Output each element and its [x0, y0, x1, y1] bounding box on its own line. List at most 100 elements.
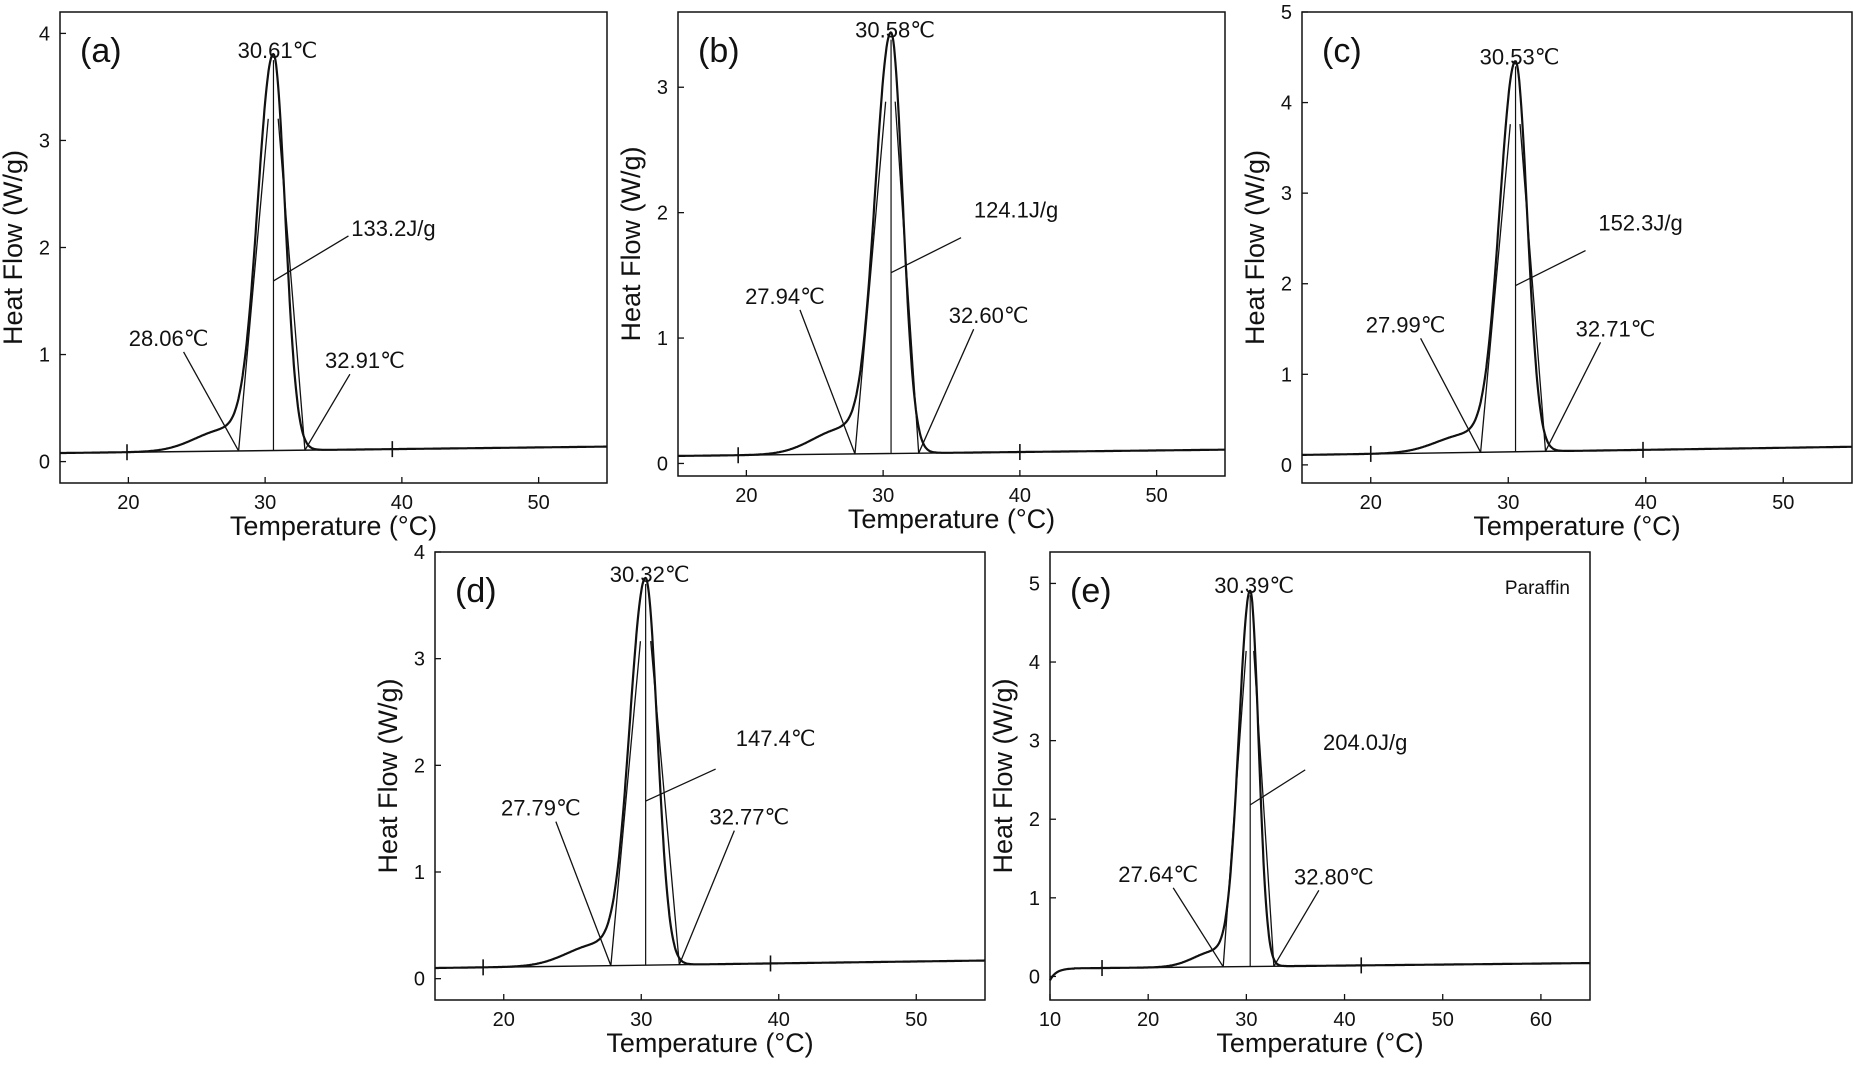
- y-tick-label: 2: [414, 755, 425, 777]
- y-tick-label: 3: [1281, 183, 1292, 205]
- chart-panel-e: 10 20 30 40 50 60 0 1 2 3 4 5 Temperature (°C) Heat F…: [988, 551, 1591, 1058]
- y-tick-label: 0: [1029, 966, 1040, 988]
- endset-tangent: [277, 118, 306, 451]
- y-tick-label: 1: [657, 328, 668, 350]
- y-tick-label: 4: [414, 542, 425, 564]
- plot-frame: [1049, 551, 1591, 1001]
- x-tick-label: 20: [117, 492, 139, 514]
- y-tick-label: 5: [1281, 2, 1292, 24]
- chart-panel-c: 20 30 40 50 0 1 2 3 4 5 Temperature (°C) Heat Flow …: [1240, 2, 1853, 541]
- endset-tangent: [1519, 124, 1547, 452]
- onset-leader-line: [1420, 337, 1482, 453]
- plot-frame: [677, 11, 1226, 477]
- x-axis-title: Temperature (°C): [606, 1028, 813, 1058]
- endset-leader-line: [1544, 342, 1602, 452]
- onset-tangent: [1222, 650, 1247, 967]
- x-tick-label: 50: [905, 1009, 927, 1031]
- x-tick-label: 20: [735, 485, 757, 507]
- integration-baseline: [483, 962, 771, 969]
- enthalpy-leader-line: [645, 768, 716, 802]
- x-tick-label: 30: [1497, 492, 1519, 514]
- endset-leader-line: [918, 328, 975, 454]
- endset-temperature-label: 32.91℃: [325, 348, 405, 373]
- y-tick-label: 0: [1281, 455, 1292, 477]
- x-tick-label: 40: [1333, 1009, 1355, 1031]
- y-tick-label: 2: [39, 238, 50, 260]
- panel-label: (a): [80, 32, 122, 70]
- panel-label: (e): [1070, 572, 1112, 610]
- endset-temperature-label: 32.60℃: [949, 303, 1029, 328]
- endset-temperature-label: 32.71℃: [1576, 316, 1656, 341]
- peak-temperature-label: 30.39℃: [1214, 573, 1294, 598]
- endset-leader-line: [1273, 889, 1320, 967]
- x-tick-label: 20: [1360, 492, 1382, 514]
- peak-temperature-label: 30.61℃: [238, 38, 318, 63]
- plot-frame: [1301, 11, 1853, 484]
- endset-tangent: [894, 101, 920, 454]
- panel-label: (c): [1322, 32, 1362, 70]
- onset-temperature-label: 27.94℃: [745, 284, 825, 309]
- y-tick-label: 3: [657, 77, 668, 99]
- onset-leader-line: [1172, 887, 1224, 968]
- y-axis-title: Heat Flow (W/g): [1240, 150, 1270, 345]
- y-tick-label: 1: [414, 862, 425, 884]
- onset-leader-line: [555, 821, 612, 966]
- onset-leader-line: [799, 309, 856, 455]
- x-tick-label: 50: [1432, 1009, 1454, 1031]
- onset-tangent: [1479, 124, 1511, 453]
- y-tick-label: 3: [39, 130, 50, 152]
- y-tick-label: 1: [1029, 888, 1040, 910]
- onset-tangent: [237, 118, 269, 451]
- x-tick-label: 30: [630, 1009, 652, 1031]
- onset-temperature-label: 27.64℃: [1118, 862, 1198, 887]
- y-tick-label: 4: [39, 23, 50, 45]
- endset-leader-line: [304, 373, 351, 451]
- plot-frame: [434, 551, 986, 1001]
- chart-panel-a: 20 30 40 50 0 1 2 3 4 Temperature (°C) Heat Flow (…: [0, 11, 608, 541]
- onset-temperature-label: 27.99℃: [1366, 312, 1446, 337]
- y-tick-label: 1: [1281, 364, 1292, 386]
- y-tick-label: 3: [414, 649, 425, 671]
- x-axis-title: Temperature (°C): [1216, 1028, 1423, 1058]
- endset-temperature-label: 32.80℃: [1294, 864, 1374, 889]
- y-axis-title: Heat Flow (W/g): [0, 150, 28, 345]
- integration-baseline: [1102, 964, 1362, 969]
- enthalpy-label: 124.1J/g: [974, 198, 1058, 223]
- dsc-curve: [60, 52, 607, 455]
- enthalpy-leader-line: [1249, 769, 1306, 806]
- x-tick-label: 40: [1635, 492, 1657, 514]
- onset-leader-line: [183, 351, 240, 452]
- dsc-curve: [435, 576, 985, 970]
- onset-tangent: [610, 641, 642, 966]
- y-tick-label: 5: [1029, 573, 1040, 595]
- endset-leader-line: [678, 830, 735, 965]
- integration-baseline: [738, 451, 1020, 456]
- chart-panel-d: 20 30 40 50 0 1 2 3 4 Temperature (°C) Heat Flow (…: [373, 542, 986, 1058]
- x-axis-title: Temperature (°C): [230, 511, 437, 541]
- enthalpy-label: 133.2J/g: [351, 216, 435, 241]
- y-tick-label: 0: [657, 453, 668, 475]
- y-tick-label: 0: [414, 969, 425, 991]
- x-tick-label: 50: [1146, 485, 1168, 507]
- y-tick-label: 3: [1029, 731, 1040, 753]
- x-tick-label: 20: [1137, 1009, 1159, 1031]
- x-tick-label: 40: [768, 1009, 790, 1031]
- y-axis-title: Heat Flow (W/g): [373, 678, 403, 873]
- y-tick-label: 4: [1029, 652, 1040, 674]
- onset-temperature-label: 28.06℃: [129, 326, 209, 351]
- dsc-curve: [1302, 60, 1852, 456]
- x-tick-label: 60: [1530, 1009, 1552, 1031]
- x-tick-label: 50: [1772, 492, 1794, 514]
- peak-temperature-label: 30.58℃: [855, 18, 935, 43]
- panel-label: (d): [455, 572, 497, 610]
- x-axis-title: Temperature (°C): [848, 504, 1055, 534]
- y-tick-label: 2: [657, 203, 668, 225]
- integration-baseline: [126, 448, 393, 453]
- x-axis-title: Temperature (°C): [1473, 511, 1680, 541]
- x-tick-label: 30: [254, 492, 276, 514]
- chart-panel-b: 20 30 40 50 0 1 2 3 Temperature (°C) Heat Flow (W…: [616, 11, 1226, 534]
- legend-label: Paraffin: [1505, 578, 1570, 599]
- plot-frame: [59, 11, 608, 484]
- y-tick-label: 2: [1029, 809, 1040, 831]
